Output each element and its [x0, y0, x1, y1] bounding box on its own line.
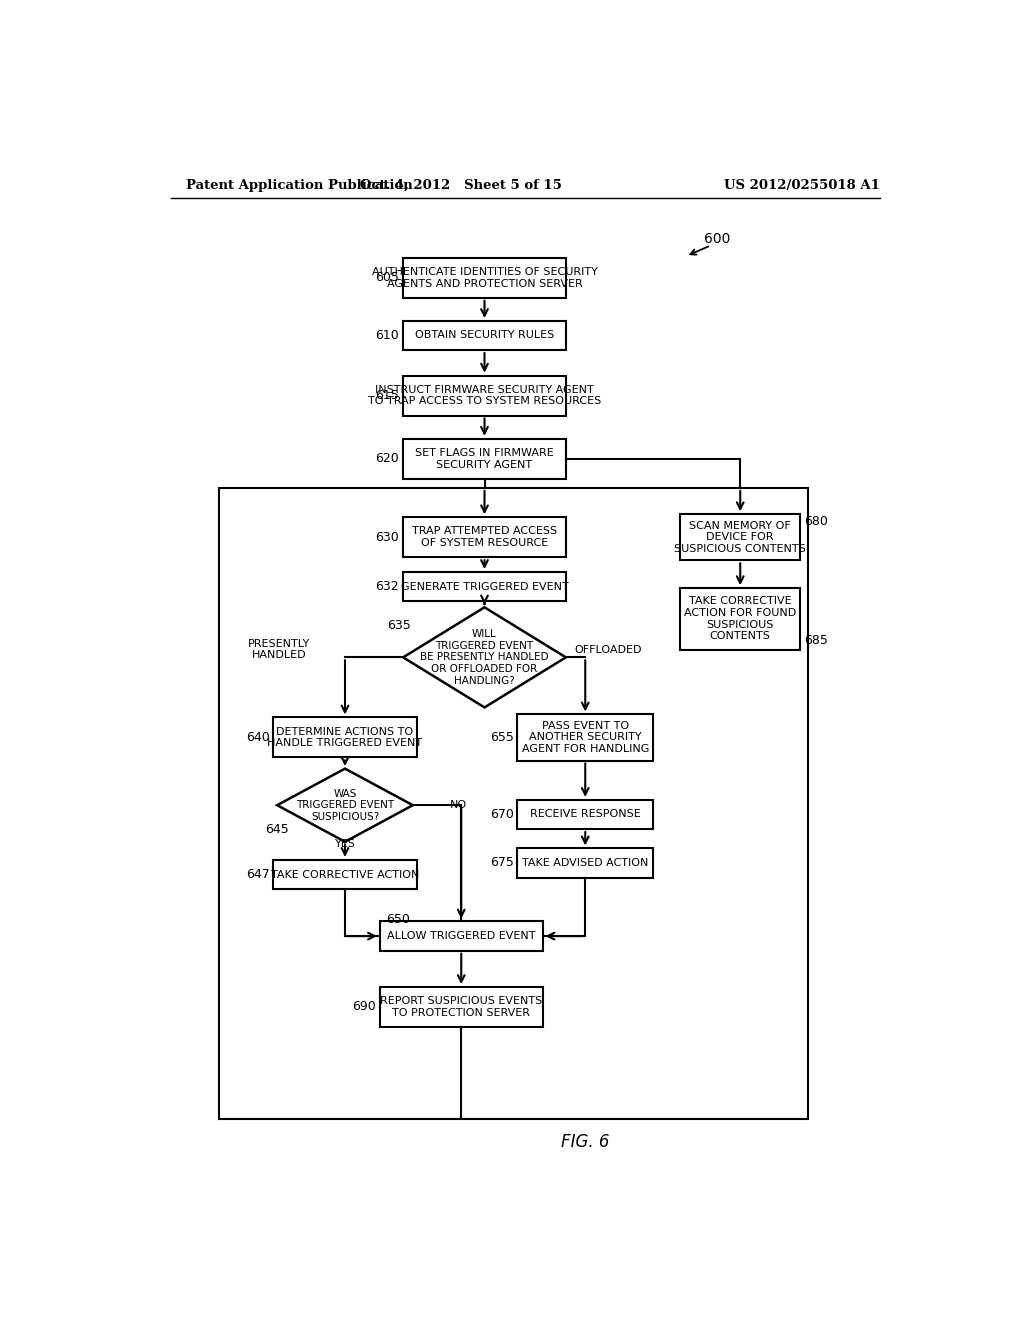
- Polygon shape: [278, 768, 413, 842]
- Text: OFFLOADED: OFFLOADED: [574, 644, 642, 655]
- FancyBboxPatch shape: [680, 589, 801, 649]
- Text: 655: 655: [490, 731, 514, 744]
- Polygon shape: [403, 607, 566, 708]
- Text: 635: 635: [387, 619, 411, 631]
- Text: PASS EVENT TO
ANOTHER SECURITY
AGENT FOR HANDLING: PASS EVENT TO ANOTHER SECURITY AGENT FOR…: [521, 721, 649, 754]
- FancyBboxPatch shape: [380, 987, 543, 1027]
- Text: OBTAIN SECURITY RULES: OBTAIN SECURITY RULES: [415, 330, 554, 341]
- Text: PRESENTLY
HANDLED: PRESENTLY HANDLED: [248, 639, 310, 660]
- Text: 680: 680: [804, 515, 827, 528]
- Text: TAKE CORRECTIVE
ACTION FOR FOUND
SUSPICIOUS
CONTENTS: TAKE CORRECTIVE ACTION FOR FOUND SUSPICI…: [684, 597, 797, 642]
- Text: ALLOW TRIGGERED EVENT: ALLOW TRIGGERED EVENT: [387, 931, 536, 941]
- Text: Patent Application Publication: Patent Application Publication: [186, 178, 413, 191]
- FancyBboxPatch shape: [403, 438, 566, 479]
- FancyBboxPatch shape: [403, 572, 566, 601]
- FancyBboxPatch shape: [380, 921, 543, 950]
- Text: TRAP ATTEMPTED ACCESS
OF SYSTEM RESOURCE: TRAP ATTEMPTED ACCESS OF SYSTEM RESOURCE: [412, 527, 557, 548]
- Text: YES: YES: [335, 838, 355, 849]
- Text: 632: 632: [376, 579, 399, 593]
- Text: 640: 640: [246, 731, 270, 744]
- Text: Oct. 4, 2012   Sheet 5 of 15: Oct. 4, 2012 Sheet 5 of 15: [360, 178, 562, 191]
- Text: US 2012/0255018 A1: US 2012/0255018 A1: [724, 178, 881, 191]
- Text: INSTRUCT FIRMWARE SECURITY AGENT
TO TRAP ACCESS TO SYSTEM RESOURCES: INSTRUCT FIRMWARE SECURITY AGENT TO TRAP…: [368, 384, 601, 407]
- Text: 690: 690: [352, 1001, 376, 1014]
- Text: WILL
TRIGGERED EVENT
BE PRESENTLY HANDLED
OR OFFLOADED FOR
HANDLING?: WILL TRIGGERED EVENT BE PRESENTLY HANDLE…: [420, 630, 549, 685]
- Text: 645: 645: [265, 824, 289, 837]
- Text: 615: 615: [376, 389, 399, 403]
- Text: 675: 675: [490, 857, 514, 870]
- Text: SET FLAGS IN FIRMWARE
SECURITY AGENT: SET FLAGS IN FIRMWARE SECURITY AGENT: [415, 447, 554, 470]
- Text: 670: 670: [490, 808, 514, 821]
- FancyBboxPatch shape: [403, 321, 566, 350]
- Text: 650: 650: [386, 912, 410, 925]
- Text: 620: 620: [376, 453, 399, 465]
- Text: 647: 647: [246, 869, 270, 880]
- FancyBboxPatch shape: [517, 849, 653, 878]
- FancyBboxPatch shape: [403, 517, 566, 557]
- Text: FIG. 6: FIG. 6: [561, 1134, 609, 1151]
- Text: WAS
TRIGGERED EVENT
SUSPICIOUS?: WAS TRIGGERED EVENT SUSPICIOUS?: [296, 788, 394, 822]
- FancyBboxPatch shape: [517, 800, 653, 829]
- FancyBboxPatch shape: [403, 257, 566, 298]
- Text: 605: 605: [376, 271, 399, 284]
- Text: 600: 600: [703, 232, 730, 247]
- Text: RECEIVE RESPONSE: RECEIVE RESPONSE: [529, 809, 641, 820]
- Text: 630: 630: [376, 531, 399, 544]
- Text: TAKE ADVISED ACTION: TAKE ADVISED ACTION: [522, 858, 648, 869]
- Text: 685: 685: [804, 634, 827, 647]
- Text: SCAN MEMORY OF
DEVICE FOR
SUSPICIOUS CONTENTS: SCAN MEMORY OF DEVICE FOR SUSPICIOUS CON…: [675, 520, 806, 554]
- Text: AUTHENTICATE IDENTITIES OF SECURITY
AGENTS AND PROTECTION SERVER: AUTHENTICATE IDENTITIES OF SECURITY AGEN…: [372, 267, 597, 289]
- Text: GENERATE TRIGGERED EVENT: GENERATE TRIGGERED EVENT: [400, 582, 568, 591]
- Text: NO: NO: [450, 800, 467, 810]
- FancyBboxPatch shape: [517, 714, 653, 760]
- FancyBboxPatch shape: [680, 515, 801, 561]
- Text: 610: 610: [376, 329, 399, 342]
- FancyBboxPatch shape: [273, 718, 417, 758]
- Text: REPORT SUSPICIOUS EVENTS
TO PROTECTION SERVER: REPORT SUSPICIOUS EVENTS TO PROTECTION S…: [380, 997, 543, 1018]
- Text: TAKE CORRECTIVE ACTION: TAKE CORRECTIVE ACTION: [270, 870, 419, 879]
- FancyBboxPatch shape: [403, 376, 566, 416]
- Text: DETERMINE ACTIONS TO
HANDLE TRIGGERED EVENT: DETERMINE ACTIONS TO HANDLE TRIGGERED EV…: [267, 726, 423, 748]
- FancyBboxPatch shape: [273, 859, 417, 890]
